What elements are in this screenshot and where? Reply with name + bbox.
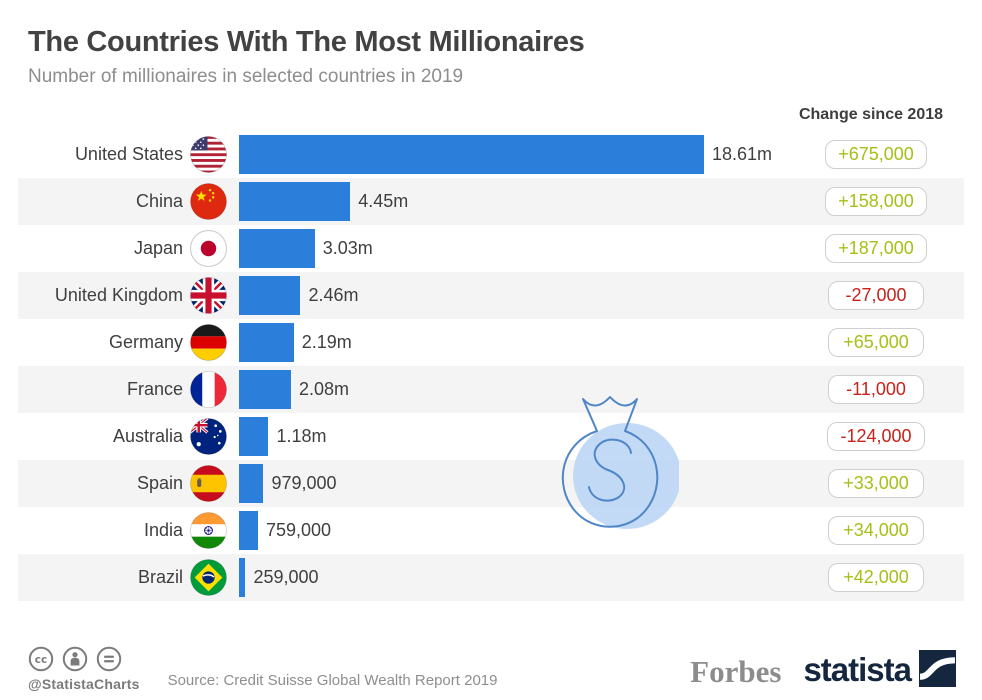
- value-label: 3.03m: [322, 238, 373, 258]
- change-badge: +187,000: [825, 234, 927, 263]
- change-badge: -11,000: [828, 375, 924, 404]
- bar: [239, 323, 294, 362]
- country-label: United States: [74, 144, 183, 164]
- change-badge: +65,000: [828, 328, 924, 357]
- change-badge: +42,000: [828, 563, 924, 592]
- bar: [239, 511, 258, 550]
- bar: [239, 417, 269, 456]
- change-badge: +158,000: [825, 187, 927, 216]
- bar: [239, 370, 291, 409]
- country-label: Spain: [136, 473, 183, 493]
- bar-track: 2.08m: [239, 370, 798, 409]
- change-badge: +34,000: [828, 516, 924, 545]
- table-row: China 4.45m +158,000: [18, 178, 964, 225]
- value-label: 259,000: [253, 567, 319, 587]
- bar: [239, 276, 301, 315]
- bar-track: 3.03m: [239, 229, 798, 268]
- country-label: United Kingdom: [54, 285, 183, 305]
- value-label: 759,000: [265, 520, 332, 540]
- footer: cc @StatistaCharts Source: Credit Suisse…: [28, 646, 956, 692]
- bar: [239, 558, 246, 597]
- country-label: China: [135, 191, 183, 211]
- change-badge: -124,000: [827, 422, 925, 451]
- page-subtitle: Number of millionaires in selected count…: [28, 66, 464, 87]
- flag-spain-icon: [190, 465, 227, 502]
- country-label: Australia: [112, 426, 183, 446]
- flag-japan-icon: [190, 230, 227, 267]
- bar-track: 979,000: [239, 464, 798, 503]
- bar-track: 1.18m: [239, 417, 798, 456]
- statista-charts-handle: @StatistaCharts: [28, 676, 140, 692]
- value-label: 4.45m: [358, 191, 409, 211]
- country-label: India: [143, 520, 183, 540]
- table-row: Germany 2.19m +65,000: [18, 319, 964, 366]
- change-badge: +33,000: [828, 469, 924, 498]
- value-label: 1.18m: [276, 426, 327, 446]
- flag-germany-icon: [190, 324, 227, 361]
- bar-track: 18.61m: [239, 135, 798, 174]
- cc-icon: cc: [28, 646, 54, 672]
- flag-china-icon: [190, 183, 227, 220]
- table-row: Brazil 259,000 +42,000: [18, 554, 964, 601]
- flag-india-icon: [190, 512, 227, 549]
- bar-track: 2.46m: [239, 276, 798, 315]
- bar: [239, 182, 351, 221]
- country-label: France: [126, 379, 183, 399]
- value-label: 2.08m: [298, 379, 349, 399]
- table-row: United States 18.61m +675,000: [18, 131, 964, 178]
- bar-track: 759,000: [239, 511, 798, 550]
- bar-track: 259,000: [239, 558, 798, 597]
- country-label: Brazil: [137, 567, 183, 587]
- flag-united-states-icon: [190, 136, 227, 173]
- page-title: The Countries With The Most Millionaires: [28, 26, 585, 58]
- attribution-person-icon: [62, 646, 88, 672]
- table-row: Japan 3.03m +187,000: [18, 225, 964, 272]
- table-row: France 2.08m -11,000: [18, 366, 964, 413]
- table-row: Australia 1.18m -12: [18, 413, 964, 460]
- table-row: India 759,000 +34,000: [18, 507, 964, 554]
- table-row: United Kingdom 2.46m -27,000: [18, 272, 964, 319]
- bar-track: 2.19m: [239, 323, 798, 362]
- svg-text:cc: cc: [35, 654, 47, 666]
- value-label: 18.61m: [712, 144, 773, 164]
- statista-wordmark: statista: [803, 651, 912, 688]
- value-label: 979,000: [271, 473, 337, 493]
- change-badge: +675,000: [825, 140, 927, 169]
- statista-square-icon: [919, 650, 956, 692]
- statista-logo: statista: [803, 650, 956, 692]
- country-label: Germany: [108, 332, 183, 352]
- change-column-header: Change since 2018: [798, 106, 944, 123]
- bar: [239, 229, 315, 268]
- table-row: Spain 979,000 +33,000: [18, 460, 964, 507]
- flag-united-kingdom-icon: [190, 277, 227, 314]
- flag-france-icon: [190, 371, 227, 408]
- equals-icon: [96, 646, 122, 672]
- value-label: 2.19m: [301, 332, 352, 352]
- bar: [239, 135, 704, 174]
- forbes-logo: Forbes: [690, 654, 782, 689]
- bar: [239, 464, 264, 503]
- country-label: Japan: [133, 238, 183, 258]
- bar-chart: United States 18.61m +675,000 China: [18, 131, 964, 601]
- bar-track: 4.45m: [239, 182, 798, 221]
- flag-australia-icon: [190, 418, 227, 455]
- change-badge: -27,000: [828, 281, 924, 310]
- value-label: 2.46m: [308, 285, 359, 305]
- source-text: Source: Credit Suisse Global Wealth Repo…: [167, 672, 498, 689]
- flag-brazil-icon: [190, 559, 227, 596]
